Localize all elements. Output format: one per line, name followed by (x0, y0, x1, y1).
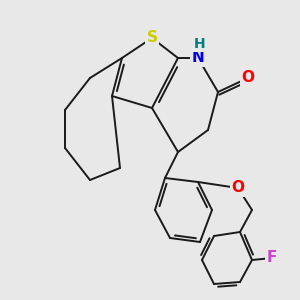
Text: N: N (192, 50, 204, 65)
Text: F: F (267, 250, 277, 266)
Text: S: S (146, 31, 158, 46)
Text: O: O (242, 70, 254, 86)
Text: O: O (232, 181, 244, 196)
Text: H: H (194, 37, 206, 51)
